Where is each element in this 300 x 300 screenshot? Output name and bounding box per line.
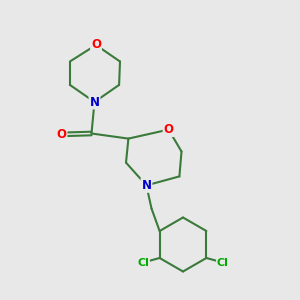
Text: O: O [56, 128, 67, 141]
Text: Cl: Cl [217, 257, 229, 268]
Text: N: N [141, 179, 152, 192]
Text: O: O [164, 123, 174, 136]
Text: N: N [89, 95, 100, 109]
Text: Cl: Cl [137, 257, 149, 268]
Text: O: O [91, 38, 101, 52]
